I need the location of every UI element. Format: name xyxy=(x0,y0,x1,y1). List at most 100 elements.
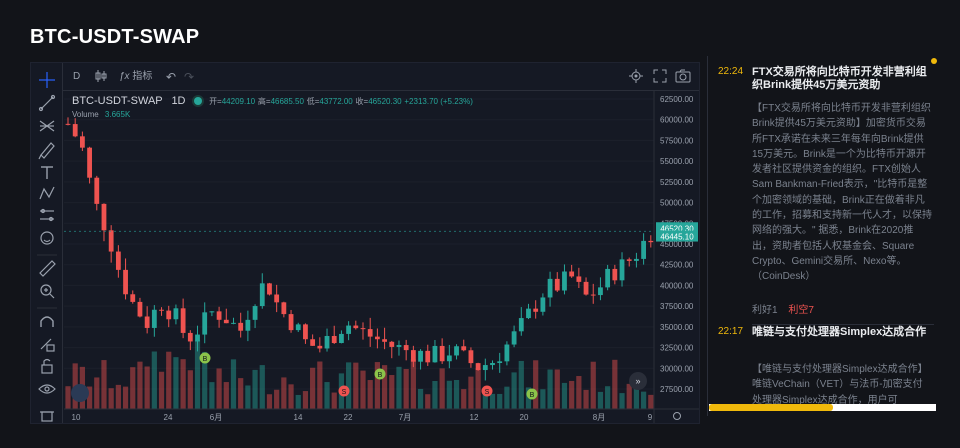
volume-bar xyxy=(497,393,503,409)
candle-body xyxy=(511,331,517,345)
price-tick-label: 35000.00 xyxy=(660,323,694,332)
time-tick-label: 8月 xyxy=(593,413,605,422)
time-tick-label: 22 xyxy=(344,413,353,422)
volume-bar xyxy=(619,393,625,409)
price-tick-label: 50000.00 xyxy=(660,199,694,208)
news-title[interactable]: FTX交易所将向比特币开发非营利组织Brink提供45万美元资助 xyxy=(752,66,927,91)
volume-bar xyxy=(504,386,510,409)
lock-icon[interactable] xyxy=(41,358,53,374)
candle-body xyxy=(583,281,589,295)
volume-legend: Volume 3.665K xyxy=(72,110,130,119)
candle-body xyxy=(461,346,467,351)
candle-body xyxy=(295,324,301,331)
volume-bar xyxy=(122,386,129,409)
trash-icon[interactable] xyxy=(40,411,54,422)
candle-body xyxy=(223,319,229,324)
scrollbar-end xyxy=(930,404,936,411)
volume-bar xyxy=(130,367,136,409)
candle-body xyxy=(267,283,272,295)
last-price-label: 46520.30 xyxy=(660,224,694,233)
fullscreen-icon[interactable] xyxy=(653,69,667,89)
volume-bar xyxy=(569,380,575,409)
chart-legend: BTC-USDT-SWAP 1D 开=44209.10 高=46685.50 低… xyxy=(72,95,473,107)
interval-button[interactable]: D xyxy=(73,71,81,82)
candle-body xyxy=(482,365,488,371)
volume-bar xyxy=(605,386,611,409)
candle-body xyxy=(339,333,344,344)
brush-icon[interactable] xyxy=(38,142,55,160)
settings-gear-icon[interactable] xyxy=(629,69,643,89)
volume-bar xyxy=(252,369,258,409)
volume-bar xyxy=(475,368,481,409)
chart-canvas[interactable]: B B S S B 62500.00 60000.00 57500.00 55000.00 525… xyxy=(64,91,699,423)
volume-bar xyxy=(274,389,280,409)
volume-bar xyxy=(295,394,301,409)
redo-icon[interactable]: ↷ xyxy=(184,70,195,84)
volume-bar xyxy=(353,362,359,409)
volume-bar xyxy=(180,359,186,409)
volume-bar xyxy=(489,393,496,409)
volume-bar xyxy=(597,391,604,409)
volume-bar xyxy=(187,370,193,409)
time-tick-label: 7月 xyxy=(399,413,411,422)
volume-bar xyxy=(540,389,546,409)
candle-body xyxy=(245,319,251,331)
ruler-icon[interactable] xyxy=(39,260,56,277)
candle-body xyxy=(626,259,632,261)
candle-body xyxy=(123,269,128,295)
emoji-icon[interactable] xyxy=(40,231,54,245)
volume-bar xyxy=(554,369,560,409)
candle-body xyxy=(382,339,387,342)
candle-body xyxy=(173,308,179,320)
volume-bar xyxy=(576,376,582,409)
indicators-button[interactable]: ƒx 指标 xyxy=(119,69,152,85)
legend-open: 开=44209.10 xyxy=(209,97,255,106)
legend-high: 高=46685.50 xyxy=(258,97,304,106)
volume-bar xyxy=(202,351,208,409)
horizontal-scrollbar[interactable] xyxy=(709,404,936,411)
candlestick-chart[interactable]: B B S S B 62500.00 60000.00 57500.00 55000.00 525… xyxy=(64,91,699,423)
fib-icon[interactable] xyxy=(39,120,55,132)
candle-body xyxy=(252,306,258,320)
candle-body xyxy=(598,287,603,296)
volume-bar xyxy=(626,383,632,409)
news-time: 22:17 xyxy=(718,326,744,337)
measure-tool-icon[interactable] xyxy=(40,208,54,222)
lock-drawing-icon[interactable] xyxy=(40,338,55,352)
candle-body xyxy=(374,336,380,340)
eye-icon[interactable] xyxy=(38,384,56,394)
vote-bullish-button[interactable]: 利好1 xyxy=(752,305,778,316)
news-title[interactable]: 唯链与支付处理器Simplex达成合作 xyxy=(752,326,927,338)
scrollbar-thumb[interactable] xyxy=(709,404,833,411)
candle-body xyxy=(195,334,200,342)
news-feed[interactable]: 22:24 FTX交易所将向比特币开发非营利组织Brink提供45万美元资助 【… xyxy=(707,56,942,416)
volume-bar xyxy=(173,357,179,409)
volume-bar xyxy=(302,391,309,409)
price-tick-label: 27500.00 xyxy=(660,385,694,394)
magnet-icon[interactable] xyxy=(40,316,54,327)
trend-line-icon[interactable] xyxy=(38,94,56,112)
volume-bar xyxy=(403,369,409,409)
candle-body xyxy=(590,294,596,296)
candle-body xyxy=(439,345,445,362)
undo-icon[interactable]: ↶ xyxy=(166,70,177,84)
camera-icon[interactable] xyxy=(675,69,691,89)
news-votes: 利好1 利空7 xyxy=(752,301,814,316)
time-tick-label: 9 xyxy=(648,413,653,422)
volume-bar xyxy=(439,368,445,409)
chart-type-icon[interactable] xyxy=(95,69,107,89)
pattern-icon[interactable] xyxy=(39,186,55,200)
volume-bar xyxy=(223,382,229,409)
zoom-in-icon[interactable] xyxy=(40,284,55,299)
legend-symbol: BTC-USDT-SWAP xyxy=(72,95,163,107)
crosshair-icon[interactable] xyxy=(39,72,55,88)
volume-bar xyxy=(324,382,330,409)
vote-bearish-button[interactable]: 利空7 xyxy=(788,305,814,316)
candle-body xyxy=(101,203,107,231)
volume-bar xyxy=(230,359,237,409)
trade-marker xyxy=(481,385,493,397)
candle-body xyxy=(180,308,186,333)
text-icon[interactable] xyxy=(41,166,53,179)
time-tick-label: 12 xyxy=(470,413,479,422)
mark-price-label: 46445.10 xyxy=(660,233,694,242)
